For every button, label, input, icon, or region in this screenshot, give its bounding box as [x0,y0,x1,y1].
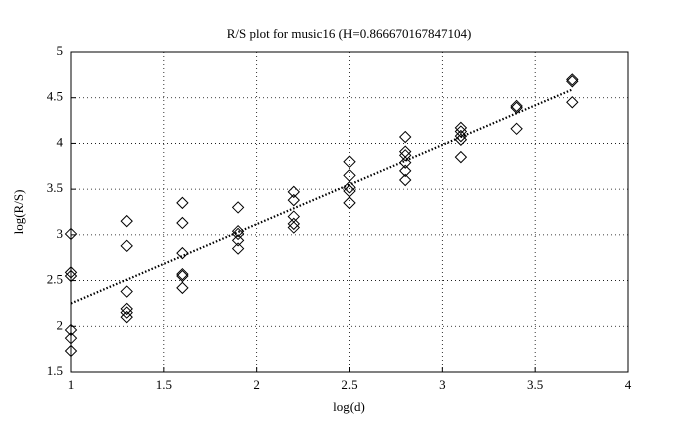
x-tick-label: 3 [439,377,446,392]
data-point [566,96,579,109]
fit-line [70,88,573,305]
data-point [176,196,189,210]
data-point [120,239,133,253]
y-tick-label: 4 [57,134,64,149]
x-tick-label: 2.5 [341,377,357,392]
data-point [454,150,468,164]
data-point [287,210,301,223]
y-tick-label: 1.5 [47,363,63,378]
data-point [343,155,356,168]
data-point [176,267,189,281]
data-point [64,331,78,345]
data-point [120,302,133,316]
y-tick-label: 4.5 [47,89,63,104]
data-point [343,196,356,210]
chart-title: R/S plot for music16 (H=0.86667016784710… [227,26,472,41]
data-point [120,310,133,324]
data-point [398,173,412,187]
data-point [231,242,245,255]
data-point [454,121,468,135]
y-tick-label: 2.5 [47,272,63,287]
data-point [64,344,78,358]
data-point [566,75,579,88]
data-point [176,269,189,283]
data-point [398,164,412,178]
data-point [398,145,412,158]
x-tick-label: 4 [625,377,632,392]
data-point [566,73,579,86]
data-point [287,221,301,234]
data-point [231,234,245,247]
data-point [64,323,78,337]
data-point [176,281,189,295]
data-point [231,227,245,241]
data-point [176,216,189,230]
data-point [64,227,78,241]
y-tick-label: 2 [57,317,64,332]
y-axis-label: log(R/S) [11,190,26,235]
data-point [398,130,412,144]
data-point [120,306,133,319]
x-tick-label: 3.5 [527,377,543,392]
data-point [231,201,245,214]
data-point [64,269,78,283]
data-point [510,122,523,136]
data-point [343,184,356,198]
data-point [510,99,523,113]
x-tick-label: 1 [68,377,75,392]
x-tick-label: 1.5 [156,377,172,392]
data-point [176,246,189,260]
x-axis-label: log(d) [333,399,365,414]
data-point [398,156,412,169]
data-point [398,149,412,162]
data-point [120,214,133,228]
data-point [343,181,356,194]
y-tick-label: 3.5 [47,180,63,195]
data-point [120,285,133,298]
data-point [287,217,301,231]
y-tick-label: 3 [57,226,64,241]
y-tick-label: 5 [57,43,64,58]
data-point [64,266,78,279]
x-tick-label: 2 [253,377,260,392]
data-point [287,193,301,207]
data-point [287,185,301,199]
data-point [343,169,356,182]
